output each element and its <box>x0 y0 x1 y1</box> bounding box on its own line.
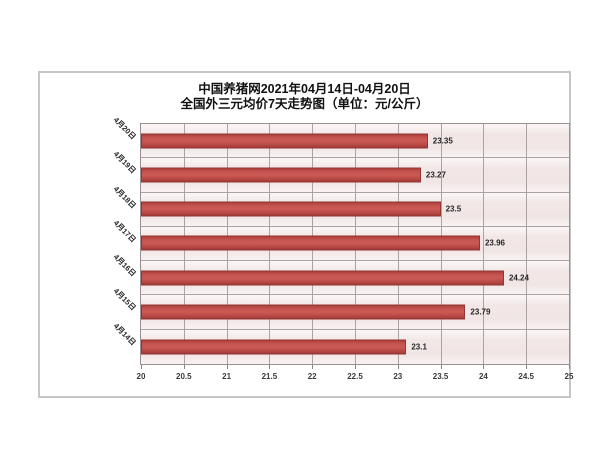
x-axis-tick <box>355 365 356 369</box>
x-tick-label: 23.5 <box>432 372 449 381</box>
x-tick-label: 22 <box>307 372 317 381</box>
x-tick-label: 23 <box>393 372 403 381</box>
x-axis-tick <box>440 365 442 369</box>
x-axis-tick <box>269 365 271 369</box>
bar <box>141 270 504 286</box>
bar-value-label: 23.5 <box>445 204 462 214</box>
bar <box>141 133 428 149</box>
chart-window: 中国养猪网2021年04月14日-04月20日 全国外三元均价7天走势图（单位：… <box>38 71 574 398</box>
bar-value-label: 23.27 <box>425 170 446 180</box>
chart-title-line1: 中国养猪网2021年04月14日-04月20日 <box>198 82 411 96</box>
bar <box>141 201 441 217</box>
x-axis-tick <box>483 365 485 369</box>
x-axis-tick <box>141 365 142 369</box>
x-axis-tick <box>569 365 570 369</box>
category-label: 4月15日 <box>112 286 139 313</box>
category-label: 4月14日 <box>112 321 139 348</box>
x-tick-label: 20.5 <box>176 372 192 381</box>
bar <box>141 235 480 251</box>
x-axis-tick <box>526 365 528 369</box>
x-tick-label: 21 <box>222 372 232 381</box>
category-label: 4月20日 <box>112 115 139 142</box>
bar-value-label: 23.79 <box>470 307 491 317</box>
plot-area: 4月20日 23.35 4月19日 23.27 4月18日 23.5 4月17日 23.96 4… <box>112 115 570 365</box>
category-label: 4月17日 <box>112 218 139 244</box>
bar <box>141 339 407 355</box>
x-axis-tick <box>183 365 185 369</box>
x-tick-label: 25 <box>564 372 574 381</box>
x-tick-label: 24.5 <box>518 372 534 381</box>
x-tick-label: 21.5 <box>261 372 278 381</box>
bar <box>141 304 466 320</box>
category-label: 4月18日 <box>112 183 139 210</box>
x-tick-label: 20 <box>136 372 146 381</box>
x-axis-tick <box>397 365 399 369</box>
chart-title: 中国养猪网2021年04月14日-04月20日 全国外三元均价7天走势图（单位：… <box>40 82 569 112</box>
vertical-gridline <box>526 124 528 364</box>
bar-value-label: 24.24 <box>508 273 529 283</box>
vertical-gridline <box>483 124 485 364</box>
bar <box>141 167 421 183</box>
x-axis-tick <box>312 365 314 369</box>
x-tick-label: 22.5 <box>347 372 363 381</box>
bar-value-label: 23.35 <box>432 136 453 146</box>
x-axis-tick <box>226 365 228 369</box>
bar-value-label: 23.1 <box>411 342 427 352</box>
chart-title-line2: 全国外三元均价7天走势图（单位：元/公斤） <box>180 97 429 111</box>
category-label: 4月16日 <box>112 252 139 279</box>
x-tick-label: 24 <box>478 372 488 381</box>
category-label: 4月19日 <box>112 149 139 176</box>
bar-value-label: 23.96 <box>484 238 505 248</box>
